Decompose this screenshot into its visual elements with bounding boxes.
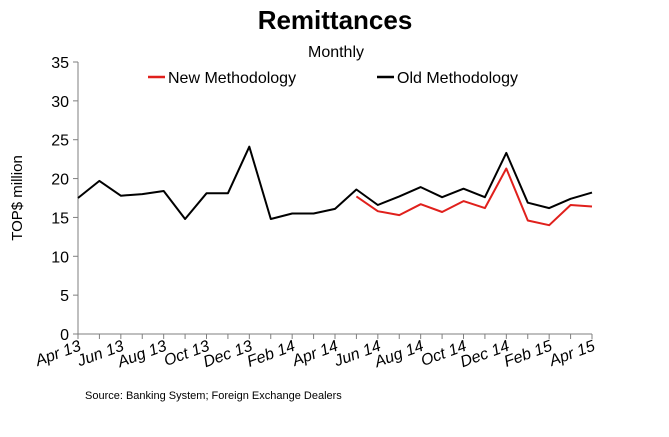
- legend: New Methodology Old Methodology: [148, 70, 518, 87]
- y-tick-label: 0: [60, 327, 69, 344]
- x-tick-label: Aug 14: [372, 338, 427, 372]
- y-tick-label: 20: [51, 172, 69, 189]
- x-tick-label: Apr 15: [546, 338, 597, 370]
- series-group: [77, 145, 593, 227]
- source-note: Source: Banking System; Foreign Exchange…: [85, 390, 342, 402]
- y-tick-label: 25: [51, 133, 69, 150]
- series-line-old-methodology: [77, 145, 593, 220]
- chart-subtitle: Monthly: [308, 44, 364, 61]
- series-line-new-methodology: [355, 167, 593, 227]
- y-tick-label: 35: [51, 55, 69, 72]
- x-tick-label: Aug 13: [115, 338, 170, 372]
- y-tick-label: 15: [51, 210, 69, 227]
- legend-label-new-methodology: New Methodology: [168, 70, 296, 87]
- y-axis: 0 5 10 15 20 25 30 35: [51, 55, 79, 344]
- y-tick-label: 10: [51, 249, 69, 266]
- y-tick-label: 30: [51, 94, 69, 111]
- chart-title: Remittances: [258, 5, 413, 35]
- y-tick-label: 5: [60, 288, 69, 305]
- legend-label-old-methodology: Old Methodology: [397, 70, 518, 87]
- y-axis-label: TOP$ million: [9, 155, 26, 241]
